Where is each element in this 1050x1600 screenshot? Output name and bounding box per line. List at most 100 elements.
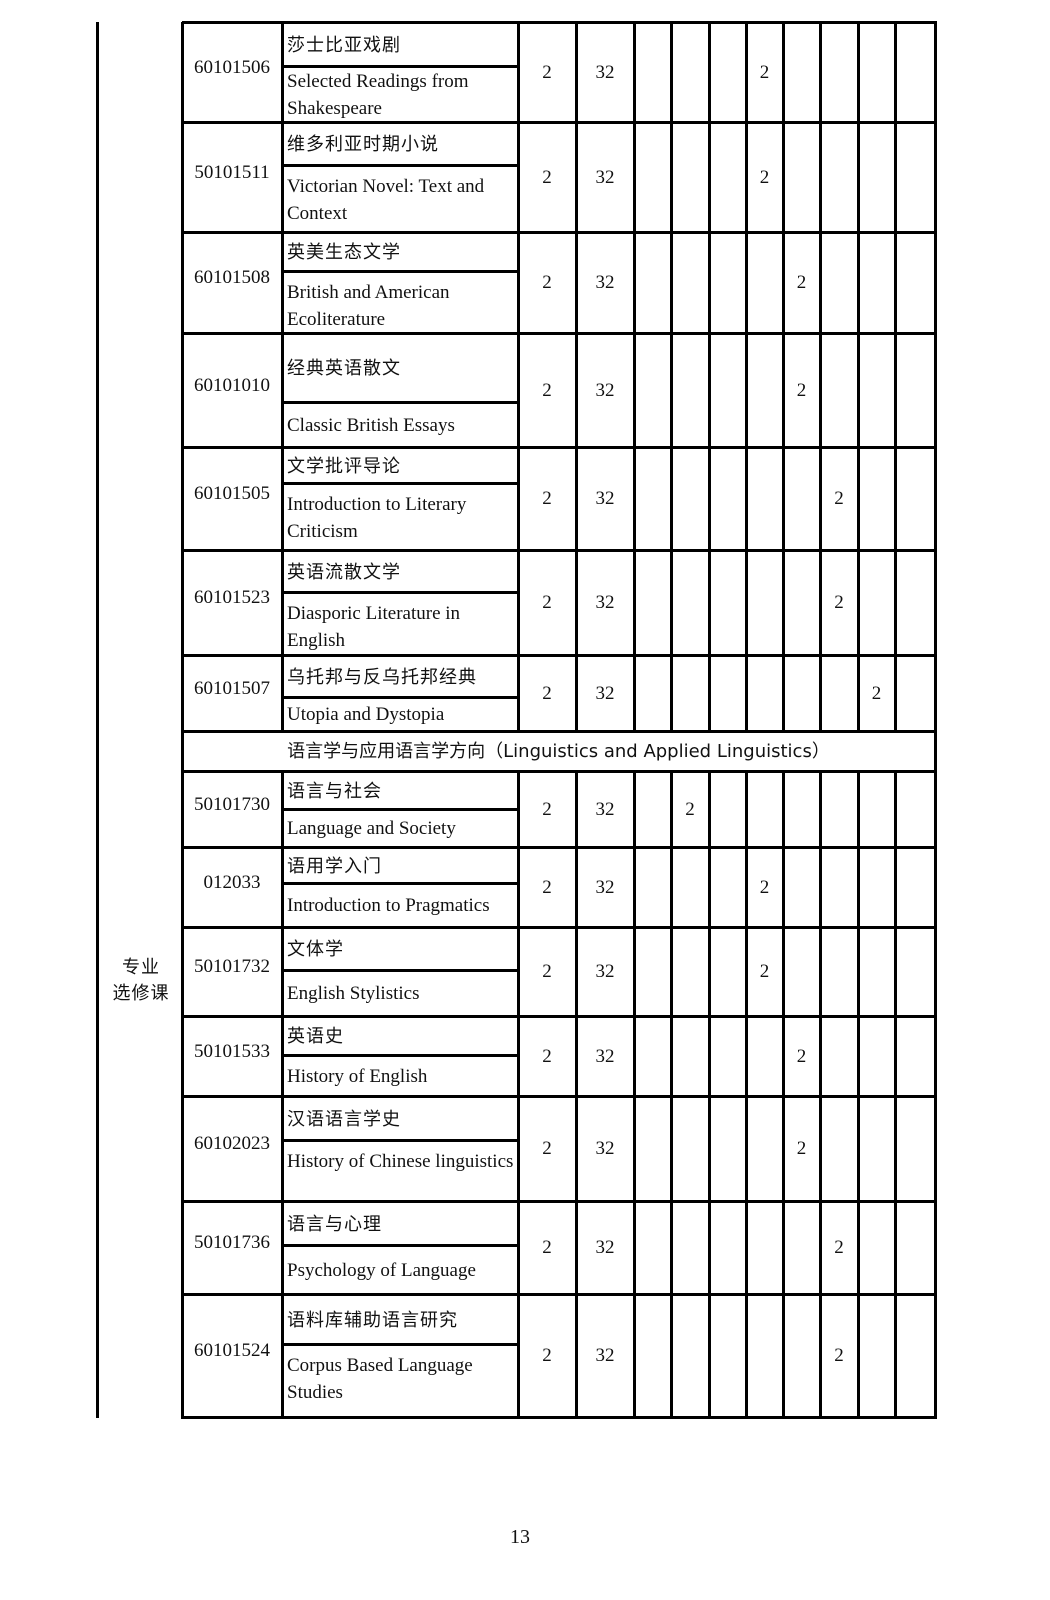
table-rule — [633, 1294, 636, 1419]
course-code: 60101508 — [194, 267, 270, 288]
table-rule — [670, 122, 673, 234]
table-rule — [575, 771, 578, 849]
table-rule — [633, 847, 636, 929]
table-rule — [182, 446, 937, 449]
table-rule — [282, 482, 520, 485]
table-rule — [894, 232, 897, 335]
table-rule — [182, 549, 937, 552]
table-rule — [934, 122, 937, 234]
course-name-cn: 经典英语散文 — [287, 358, 401, 379]
table-rule — [517, 927, 520, 1018]
hours: 32 — [595, 1345, 615, 1366]
table-rule — [934, 655, 937, 733]
table-rule — [282, 1054, 520, 1057]
course-name-cn: 文学批评导论 — [287, 455, 401, 477]
section-heading: 语言学与应用语言学方向（Linguistics and Applied Ling… — [287, 740, 830, 762]
course-name-cn: 乌托邦与反乌托邦经典 — [287, 666, 477, 688]
table-rule — [670, 655, 673, 733]
course-name-cn: 语言与社会 — [287, 780, 382, 802]
course-name-cn: 汉语语言学史 — [287, 1108, 401, 1130]
course-code: 50101511 — [194, 161, 270, 183]
table-rule — [857, 847, 860, 929]
table-rule — [782, 771, 785, 849]
table-rule — [819, 447, 822, 552]
table-rule — [745, 1096, 748, 1203]
table-rule — [281, 447, 284, 552]
table-rule — [281, 122, 284, 234]
table-rule — [819, 1201, 822, 1296]
table-rule — [181, 333, 184, 449]
table-rule — [708, 927, 711, 1018]
course-name-cn: 莎士比亚戏剧 — [287, 34, 401, 56]
table-rule — [782, 655, 785, 733]
table-rule — [182, 654, 937, 657]
credits: 2 — [542, 61, 552, 83]
table-rule — [575, 232, 578, 335]
table-rule — [894, 847, 897, 929]
table-rule — [934, 1294, 937, 1419]
table-rule — [670, 333, 673, 449]
table-rule — [857, 1201, 860, 1296]
table-rule — [281, 1016, 284, 1098]
table-rule — [894, 1096, 897, 1203]
table-rule — [670, 1201, 673, 1296]
table-rule — [934, 333, 937, 449]
table-rule — [575, 333, 578, 449]
table-rule — [745, 1016, 748, 1098]
table-rule — [182, 231, 937, 234]
table-rule — [708, 1016, 711, 1098]
table-rule — [819, 232, 822, 335]
table-rule — [782, 847, 785, 929]
table-rule — [782, 447, 785, 552]
table-rule — [894, 550, 897, 657]
table-rule — [782, 927, 785, 1018]
table-rule — [281, 232, 284, 335]
credits: 2 — [542, 1345, 552, 1366]
table-rule — [819, 927, 822, 1018]
hours: 32 — [595, 379, 615, 401]
table-rule — [633, 771, 636, 849]
credits: 2 — [542, 798, 552, 820]
table-rule — [782, 122, 785, 234]
course-name-cn: 语料库辅助语言研究 — [287, 1309, 458, 1331]
table-rule — [819, 655, 822, 733]
table-rule — [181, 232, 184, 335]
semester-hours: 2 — [796, 272, 807, 293]
table-rule — [857, 1096, 860, 1203]
table-rule — [575, 847, 578, 929]
table-rule — [857, 655, 860, 733]
table-rule — [633, 22, 636, 124]
semester-hours: 2 — [759, 876, 770, 898]
table-rule — [745, 232, 748, 335]
table-rule — [894, 1294, 897, 1419]
course-name-en: History of English — [287, 1065, 428, 1087]
table-rule — [708, 655, 711, 733]
table-rule — [819, 333, 822, 449]
hours: 32 — [595, 272, 615, 293]
course-name-en: Corpus Based Language Studies — [287, 1355, 473, 1403]
table-rule — [708, 22, 711, 124]
course-code: 60101506 — [194, 56, 270, 78]
table-rule — [181, 1201, 184, 1296]
table-rule — [633, 333, 636, 449]
table-rule — [857, 447, 860, 552]
table-rule — [782, 232, 785, 335]
semester-hours: 2 — [796, 1045, 807, 1067]
table-rule — [708, 771, 711, 849]
table-rule — [517, 232, 520, 335]
table-rule — [670, 232, 673, 335]
category-label: 专业 选修课 — [112, 957, 170, 1004]
table-rule — [819, 22, 822, 124]
course-name-cn: 英语流散文学 — [287, 561, 401, 583]
table-rule — [708, 550, 711, 657]
course-code: 60101010 — [194, 374, 270, 396]
course-name-en: Selected Readings from Shakespeare — [287, 70, 469, 119]
table-rule — [517, 1294, 520, 1419]
table-rule — [182, 1095, 937, 1098]
semester-hours: 2 — [796, 1138, 807, 1159]
table-rule — [182, 730, 937, 733]
table-rule — [745, 927, 748, 1018]
table-rule — [745, 655, 748, 733]
table-rule — [934, 22, 937, 124]
hours: 32 — [595, 166, 615, 188]
